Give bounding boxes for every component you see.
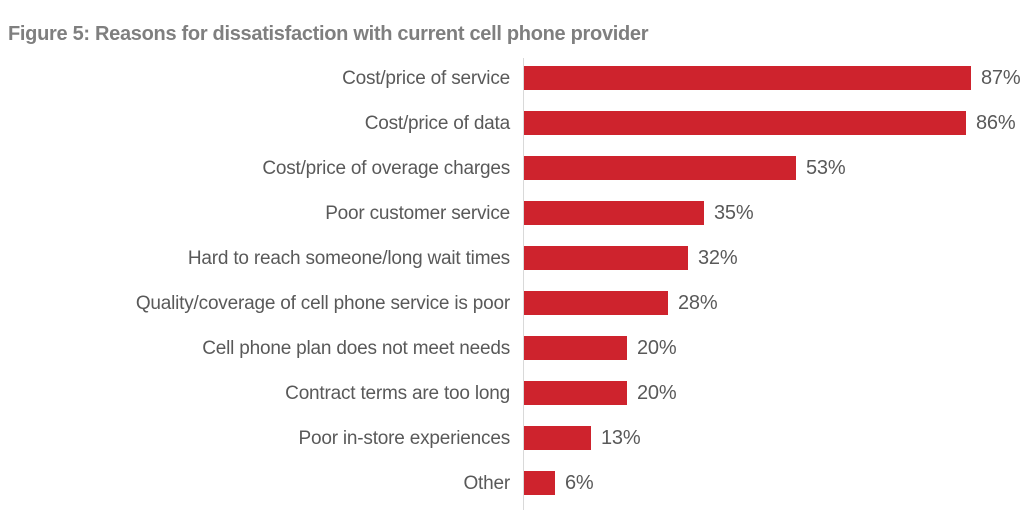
- chart-row: Hard to reach someone/long wait times 32%: [0, 236, 1024, 281]
- bar: [524, 66, 971, 90]
- bar-chart: Cost/price of service 87% Cost/price of da…: [0, 56, 1024, 511]
- figure-title: Figure 5: Reasons for dissatisfaction wi…: [8, 23, 649, 45]
- value-label: 35%: [714, 202, 754, 224]
- category-label: Hard to reach someone/long wait times: [187, 248, 510, 269]
- value-label: 28%: [678, 292, 718, 314]
- category-label: Cost/price of data: [364, 113, 511, 134]
- chart-row: Cost/price of service 87%: [0, 56, 1024, 101]
- value-label: 20%: [637, 382, 677, 404]
- chart-row: Cost/price of overage charges 53%: [0, 146, 1024, 191]
- bar: [524, 156, 796, 180]
- value-label: 13%: [601, 427, 641, 449]
- bar: [524, 111, 966, 135]
- chart-row: Quality/coverage of cell phone service i…: [0, 281, 1024, 326]
- value-label: 32%: [698, 247, 738, 269]
- chart-row: Poor in-store experiences 13%: [0, 416, 1024, 461]
- bar: [524, 381, 627, 405]
- value-label: 6%: [565, 472, 594, 494]
- chart-row: Other 6%: [0, 461, 1024, 506]
- bar: [524, 471, 555, 495]
- chart-row: Poor customer service 35%: [0, 191, 1024, 236]
- category-label: Other: [463, 473, 510, 494]
- category-label: Contract terms are too long: [285, 383, 510, 404]
- value-label: 53%: [806, 157, 846, 179]
- y-axis-line: [523, 58, 524, 510]
- chart-row: Cell phone plan does not meet needs 20%: [0, 326, 1024, 371]
- value-label: 20%: [637, 337, 677, 359]
- bar: [524, 246, 688, 270]
- category-label: Poor customer service: [325, 203, 510, 224]
- chart-row: Cost/price of data 86%: [0, 101, 1024, 146]
- value-label: 87%: [981, 67, 1021, 89]
- category-label: Quality/coverage of cell phone service i…: [135, 293, 510, 314]
- bar: [524, 291, 668, 315]
- bar: [524, 201, 704, 225]
- category-label: Poor in-store experiences: [298, 428, 511, 449]
- category-label: Cell phone plan does not meet needs: [202, 338, 510, 359]
- chart-row: Contract terms are too long 20%: [0, 371, 1024, 416]
- bar: [524, 336, 627, 360]
- bar: [524, 426, 591, 450]
- value-label: 86%: [976, 112, 1016, 134]
- category-label: Cost/price of overage charges: [262, 158, 510, 179]
- category-label: Cost/price of service: [342, 68, 510, 89]
